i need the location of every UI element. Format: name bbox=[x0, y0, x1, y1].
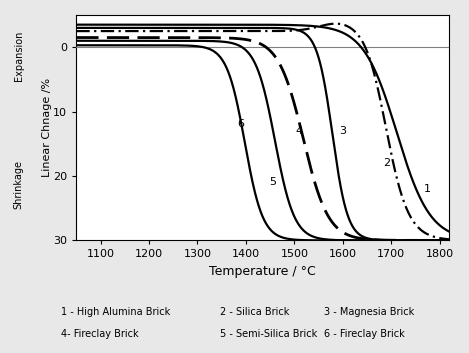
Text: 2 - Silica Brick: 2 - Silica Brick bbox=[220, 307, 290, 317]
Text: 5: 5 bbox=[269, 178, 276, 187]
Text: Shrinkage: Shrinkage bbox=[14, 160, 23, 209]
X-axis label: Temperature / °C: Temperature / °C bbox=[210, 265, 316, 278]
Text: 3 - Magnesia Brick: 3 - Magnesia Brick bbox=[324, 307, 414, 317]
Text: 1 - High Alumina Brick: 1 - High Alumina Brick bbox=[61, 307, 170, 317]
Text: 6 - Fireclay Brick: 6 - Fireclay Brick bbox=[324, 329, 404, 339]
Text: 3: 3 bbox=[339, 126, 346, 136]
Text: Expansion: Expansion bbox=[14, 30, 23, 81]
Y-axis label: Linear Chnage /%: Linear Chnage /% bbox=[42, 78, 52, 177]
Text: 2: 2 bbox=[383, 158, 390, 168]
Text: 1: 1 bbox=[424, 184, 431, 194]
Text: 5 - Semi-Silica Brick: 5 - Semi-Silica Brick bbox=[220, 329, 318, 339]
Text: 4: 4 bbox=[295, 126, 303, 136]
Text: 4- Fireclay Brick: 4- Fireclay Brick bbox=[61, 329, 139, 339]
Text: 6: 6 bbox=[238, 119, 244, 130]
